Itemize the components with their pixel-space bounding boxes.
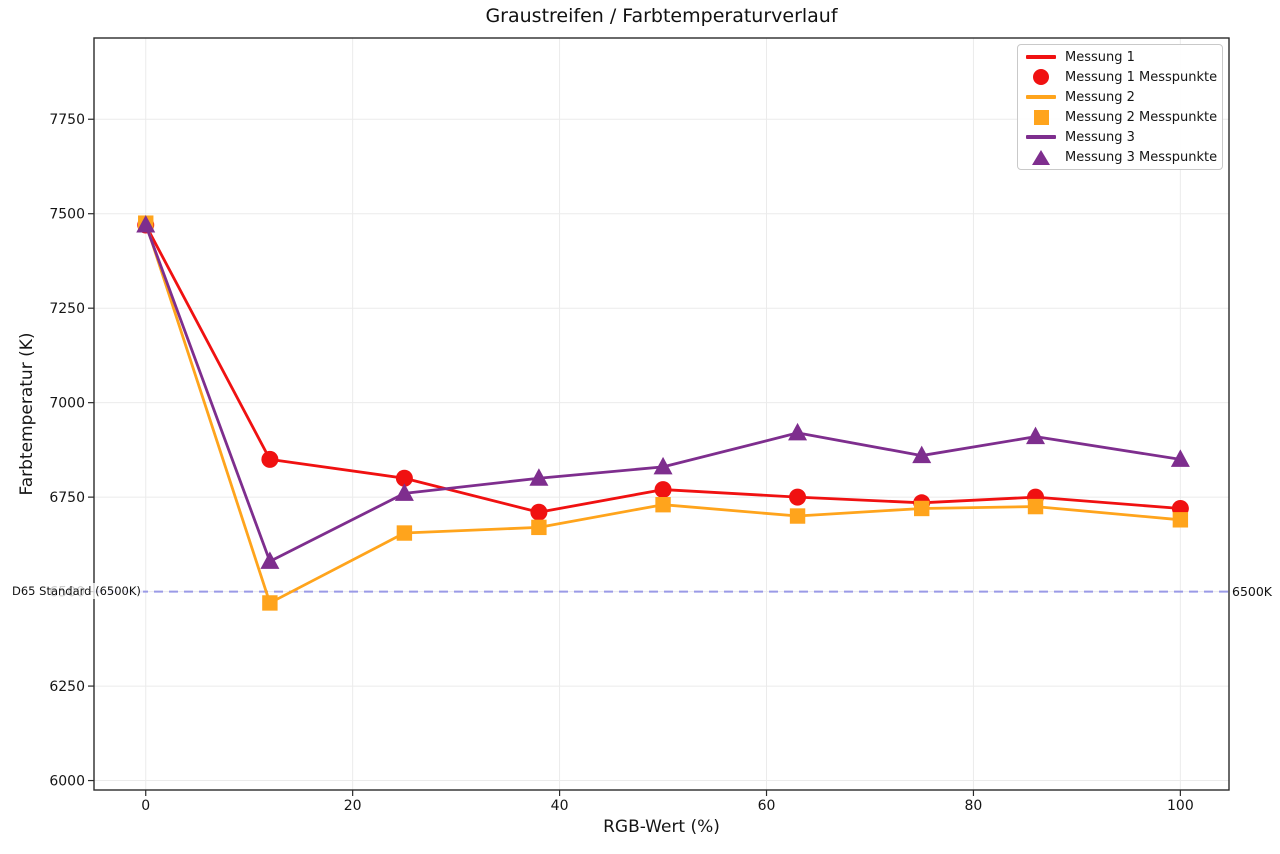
y-tick-label: 6000 (49, 774, 85, 790)
legend-label: Messung 3 Messpunkte (1065, 149, 1218, 165)
legend-swatch-square-icon (1025, 109, 1057, 125)
data-point-series-3 (653, 456, 673, 475)
y-tick-label: 6250 (49, 679, 85, 695)
legend-label: Messung 2 (1065, 89, 1135, 105)
legend: Messung 1 Messung 1 Messpunkte Messung 2 Me… (1017, 44, 1223, 170)
triangle-swatch-icon (1032, 149, 1050, 165)
legend-label: Messung 1 Messpunkte (1065, 69, 1218, 85)
legend-item: Messung 2 Messpunkte (1018, 107, 1222, 127)
legend-label: Messung 1 (1065, 49, 1135, 65)
data-point-series-2 (1027, 498, 1044, 515)
legend-swatch-line-icon (1025, 55, 1057, 59)
data-point-series-1 (654, 481, 672, 499)
legend-item: Messung 3 Messpunkte (1018, 147, 1222, 167)
data-point-series-1 (789, 488, 807, 506)
data-point-series-2 (655, 496, 671, 513)
plot-border (93, 37, 1230, 791)
y-tick-label: 7500 (49, 207, 85, 223)
x-tick-label: 40 (551, 798, 569, 814)
data-point-series-3 (1170, 449, 1190, 467)
line-swatch-icon (1026, 95, 1056, 99)
y-tick-label: 7750 (49, 112, 85, 128)
data-point-series-1 (261, 450, 279, 468)
legend-label: Messung 2 Messpunkte (1065, 109, 1218, 125)
data-point-series-3 (260, 551, 280, 569)
d65-annotation-left: D65 Standard (6500K) (10, 583, 143, 599)
data-point-series-1 (530, 503, 548, 521)
legend-swatch-line-icon (1025, 135, 1057, 139)
circle-swatch-icon (1033, 69, 1049, 85)
line-swatch-icon (1026, 55, 1056, 59)
data-point-series-3 (788, 422, 808, 441)
data-point-series-2 (531, 519, 547, 536)
data-point-series-2 (789, 508, 806, 524)
data-point-series-1 (395, 469, 413, 487)
y-tick-label: 7000 (49, 396, 85, 412)
d65-annotation-right: 6500K (1232, 584, 1273, 599)
data-point-series-3 (136, 215, 156, 233)
y-tick-label: 6750 (49, 490, 85, 506)
data-point-series-3 (394, 483, 414, 501)
legend-swatch-circle-icon (1025, 69, 1057, 85)
data-point-series-2 (1172, 512, 1189, 528)
data-point-series-2 (396, 525, 413, 541)
data-point-series-3 (529, 468, 549, 486)
legend-swatch-triangle-icon (1025, 149, 1057, 165)
x-tick-label: 20 (344, 798, 362, 814)
data-point-series-2 (914, 500, 930, 517)
y-axis-label: Farbtemperatur (K) (17, 332, 37, 496)
x-tick-label: 80 (965, 798, 983, 814)
data-point-series-3 (912, 445, 932, 464)
y-tick-label: 7250 (49, 301, 85, 317)
legend-item: Messung 1 Messpunkte (1018, 67, 1222, 87)
legend-item: Messung 2 (1018, 87, 1222, 107)
x-axis-label: RGB-Wert (%) (603, 817, 720, 837)
x-tick-label: 60 (758, 798, 776, 814)
legend-swatch-line-icon (1025, 95, 1057, 99)
data-point-series-2 (262, 595, 278, 611)
x-tick-label: 0 (141, 798, 150, 814)
data-point-series-3 (1026, 426, 1046, 445)
square-swatch-icon (1033, 109, 1049, 125)
x-tick-label: 100 (1167, 798, 1194, 814)
chart-title: Graustreifen / Farbtemperaturverlauf (485, 5, 838, 27)
legend-item: Messung 3 (1018, 127, 1222, 147)
line-swatch-icon (1026, 135, 1056, 139)
legend-label: Messung 3 (1065, 129, 1135, 145)
legend-item: Messung 1 (1018, 47, 1222, 67)
